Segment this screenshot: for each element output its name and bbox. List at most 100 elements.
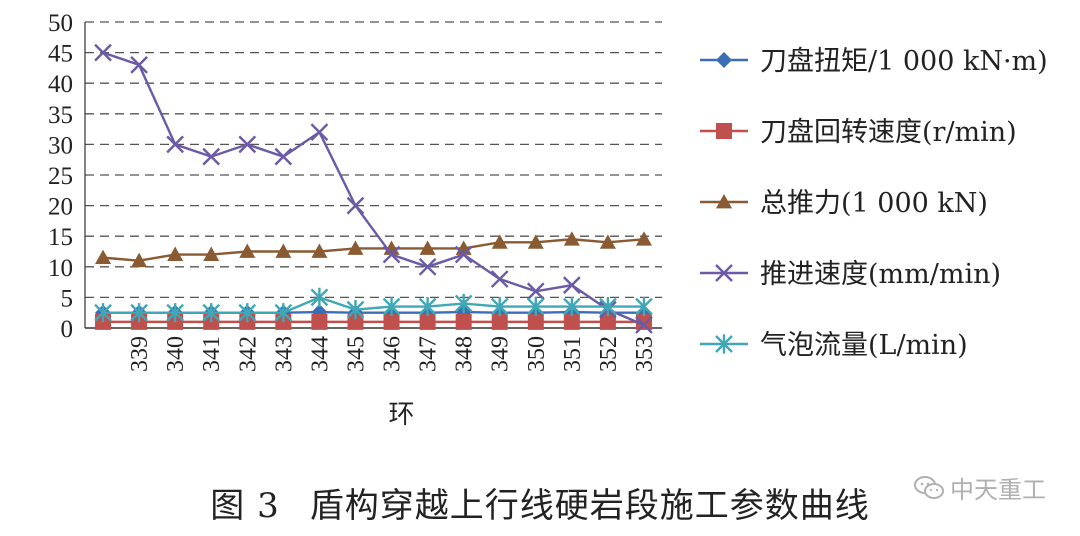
- watermark: 中天重工: [914, 470, 1046, 505]
- legend-label: 刀盘扭矩/1 000 kN·m): [760, 46, 1048, 77]
- series-5-point: [454, 293, 473, 314]
- series-4-point: [310, 123, 329, 142]
- y-tick-label: 40: [48, 71, 73, 98]
- figure-caption: 图 3 盾构穿越上行线硬岩段施工参数曲线: [0, 478, 1080, 527]
- x-axis-label: 环: [388, 400, 414, 429]
- series-3-point: [311, 243, 328, 258]
- series-2-point: [347, 313, 364, 330]
- x-tick-label: 342: [235, 336, 261, 372]
- x-tick-label: 346: [380, 336, 406, 372]
- series-3-point: [203, 246, 220, 261]
- chart-svg: 0 5 10 15 20 25 30 35 40 45 50 339 340 341 342 343 344 34…: [48, 10, 1048, 429]
- series-5-point: [490, 296, 509, 317]
- y-tick-label: 15: [48, 224, 73, 251]
- legend-label: 总推力(1 000 kN): [760, 188, 988, 219]
- series-5-point: [274, 303, 293, 323]
- series-4-point: [454, 245, 473, 264]
- series-4-point: [346, 196, 365, 215]
- x-tick-label: 353: [632, 336, 658, 372]
- series-2-point: [311, 313, 328, 330]
- x-tick-label: 352: [596, 336, 622, 372]
- series-4-point: [274, 147, 293, 166]
- series-5-point: [94, 303, 112, 323]
- series-4-point: [418, 257, 437, 276]
- x-tick-label: 351: [560, 336, 586, 372]
- y-tick-label: 50: [48, 10, 73, 37]
- series-4-point: [382, 245, 401, 264]
- series-2-point: [491, 313, 508, 330]
- series-4-point: [94, 43, 112, 62]
- chart-panel: 0 5 10 15 20 25 30 35 40 45 50 339 340 341 342 343 344 34…: [20, 8, 1060, 430]
- series-2-point: [527, 313, 544, 330]
- y-tick-label: 20: [48, 194, 73, 221]
- x-tick-label: 340: [163, 336, 189, 372]
- series-5-point: [346, 300, 365, 320]
- figure-number: 图 3: [210, 486, 280, 526]
- x-tick-label: 339: [127, 336, 153, 372]
- series-5-point: [238, 303, 257, 323]
- series-3-point: [347, 240, 364, 255]
- series-5-point: [382, 296, 401, 317]
- x-tick-label: 347: [416, 336, 442, 372]
- series-line-4: [102, 51, 645, 327]
- legend-label: 推进速度(mm/min): [760, 259, 1001, 290]
- series-3-point: [275, 243, 292, 258]
- series-3-point: [95, 249, 112, 265]
- series-2-point: [635, 313, 652, 330]
- series-3-point: [635, 231, 652, 246]
- series-3-point: [491, 234, 508, 249]
- series-4-point: [238, 135, 257, 154]
- series-3-point: [563, 231, 580, 246]
- y-tick-label: 45: [48, 41, 73, 68]
- series-5-point: [526, 296, 545, 317]
- series-4-point: [490, 270, 509, 288]
- legend-marker: [715, 264, 733, 282]
- wechat-icon: [914, 475, 944, 499]
- series-5-point: [418, 296, 437, 317]
- series-5-point: [562, 296, 581, 317]
- y-tick-label: 25: [48, 163, 73, 190]
- series-4-point: [202, 147, 221, 166]
- series-3-point: [527, 234, 544, 249]
- legend-label: 刀盘回转速度(r/min): [760, 117, 1017, 148]
- legend-marker: [715, 334, 733, 354]
- legend-marker: [716, 123, 732, 139]
- x-tick-label: 343: [271, 336, 297, 372]
- series-2-point: [455, 313, 472, 330]
- y-tick-label: 0: [61, 316, 74, 343]
- series-3-point: [131, 252, 148, 268]
- x-tick-label: 341: [199, 336, 225, 372]
- figure-title: 盾构穿越上行线硬岩段施工参数曲线: [309, 486, 870, 526]
- series-5-point: [202, 303, 221, 323]
- series-line-3: [102, 238, 645, 262]
- series-2-point: [383, 313, 400, 330]
- x-tick-label: 349: [488, 336, 514, 372]
- series-4-point: [526, 282, 545, 301]
- series-5-point: [166, 303, 185, 323]
- series-4-point: [166, 135, 185, 154]
- x-tick-label: 345: [343, 336, 369, 372]
- x-tick-label: 344: [307, 336, 333, 372]
- series-3-point: [239, 243, 256, 258]
- y-tick-label: 10: [48, 255, 73, 282]
- watermark-text: 中天重工: [950, 476, 1046, 504]
- series-5-point: [310, 287, 329, 307]
- series-4-point: [130, 55, 148, 74]
- y-tick-label: 30: [48, 132, 73, 159]
- x-tick-label: 348: [452, 336, 478, 372]
- series-4-point: [635, 316, 653, 334]
- series-2-point: [599, 313, 616, 330]
- series-5-point: [130, 303, 148, 323]
- legend-marker: [716, 52, 732, 68]
- legend-label: 气泡流量(L/min): [760, 330, 968, 361]
- y-tick-label: 5: [61, 285, 74, 312]
- series-3-point: [599, 234, 616, 249]
- series-3-point: [419, 240, 436, 255]
- series-5-point: [635, 296, 653, 317]
- series-3-point: [167, 246, 184, 261]
- series-4-point: [562, 276, 581, 295]
- x-tick-label: 350: [524, 336, 550, 372]
- legend-marker: [716, 194, 732, 209]
- series-2-point: [419, 313, 436, 330]
- series-2-point: [563, 313, 580, 330]
